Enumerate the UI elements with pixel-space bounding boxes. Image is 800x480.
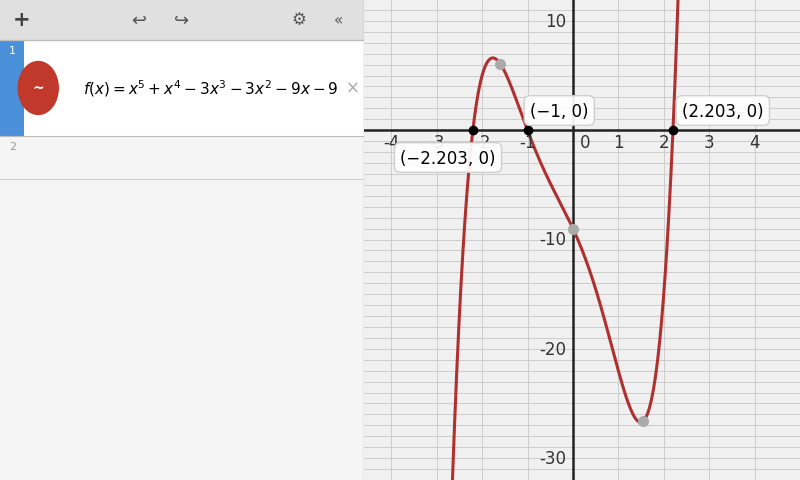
Text: -20: -20 [539,340,566,358]
Text: $f(x) = x^5 + x^4 - 3x^3 - 3x^2 - 9x - 9$: $f(x) = x^5 + x^4 - 3x^3 - 3x^2 - 9x - 9… [83,78,339,99]
Text: ↪: ↪ [174,12,190,29]
Text: -3: -3 [429,134,445,152]
Text: ↩: ↩ [130,12,146,29]
Circle shape [18,62,58,115]
Text: 0: 0 [580,134,590,152]
Text: «: « [334,13,343,28]
Text: ~: ~ [33,82,44,96]
Text: -4: -4 [383,134,399,152]
FancyBboxPatch shape [24,41,364,137]
Text: 2: 2 [9,142,16,152]
Text: 1: 1 [9,46,16,56]
Text: -10: -10 [539,231,566,249]
Text: +: + [13,11,30,30]
FancyBboxPatch shape [0,41,24,137]
Text: 2: 2 [658,134,669,152]
Text: ×: × [346,80,360,98]
FancyBboxPatch shape [0,0,364,41]
Text: (−1, 0): (−1, 0) [530,102,589,120]
Text: -1: -1 [519,134,536,152]
Text: 1: 1 [613,134,624,152]
Text: 4: 4 [750,134,760,152]
Text: 3: 3 [704,134,714,152]
Text: (−2.203, 0): (−2.203, 0) [400,149,496,167]
Text: -2: -2 [474,134,490,152]
Text: -30: -30 [539,449,566,467]
Text: ⚙: ⚙ [291,12,306,29]
Text: 10: 10 [545,13,566,31]
Text: (2.203, 0): (2.203, 0) [682,102,764,120]
